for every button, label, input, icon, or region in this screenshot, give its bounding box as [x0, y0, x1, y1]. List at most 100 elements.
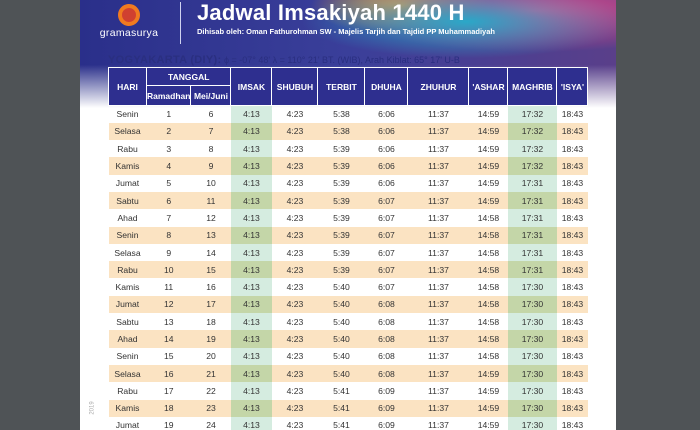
table-cell: Rabu	[108, 261, 147, 279]
table-cell: 18:43	[556, 261, 588, 279]
subtitle: Dihisab oleh: Oman Fathurohman SW - Maje…	[197, 27, 495, 36]
table-cell: Rabu	[117, 143, 138, 154]
table-cell: 5:39	[333, 178, 350, 189]
table-cell: 18	[146, 399, 191, 417]
table-cell: 14:59	[468, 122, 508, 141]
table-cell: 12	[206, 212, 216, 223]
schedule-table: HARI TANGGAL IMSAK SHUBUH TERBIT DHUHA Z…	[108, 67, 589, 430]
table-cell: 4:13	[230, 295, 272, 314]
table-row: Sabtu 6 11 4:13 4:23 5:39 6:07 11:37 14:59 17:31 1…	[108, 191, 588, 210]
table-cell: 18:43	[561, 178, 584, 189]
table-cell: 4:23	[286, 178, 304, 189]
table-cell: 6:06	[378, 109, 395, 120]
table-cell: 11:37	[428, 143, 449, 154]
table-cell: 11:37	[428, 178, 449, 189]
table-cell: 4:23	[286, 282, 304, 293]
table-cell: 17:30	[507, 347, 557, 365]
table-cell: 4:13	[230, 174, 272, 192]
table-cell: 15	[163, 351, 174, 362]
table-cell: 11:37	[428, 109, 449, 120]
table-cell: 10	[146, 261, 191, 279]
table-cell: 5:39	[333, 247, 350, 258]
divider	[180, 2, 181, 44]
table-row: Ahad 14 19 4:13 4:23 5:40 6:08 11:37 14:58 17:30 1…	[108, 330, 588, 348]
table-cell: 4:13	[230, 140, 272, 158]
table-cell: 13	[190, 226, 231, 244]
table-cell: 9	[166, 247, 172, 258]
table-cell: 5:39	[317, 157, 365, 175]
table-cell: 18:43	[561, 316, 584, 327]
table-cell: 4	[146, 157, 191, 175]
table-cell: 4:23	[271, 122, 318, 141]
table-cell: Selasa	[108, 122, 147, 141]
table-cell: 5:39	[317, 261, 365, 279]
table-cell: 5:39	[317, 191, 365, 210]
table-cell: 17:30	[507, 382, 557, 400]
table-cell: 11:37	[428, 385, 449, 396]
table-cell: 3	[166, 143, 172, 154]
col-tanggal: TANGGAL	[145, 67, 232, 86]
table-cell: 22	[206, 385, 216, 396]
table-cell: 4:13	[230, 209, 272, 227]
col-hari: HARI	[108, 67, 147, 106]
table-cell: 6	[146, 191, 191, 210]
table-cell: 11:37	[407, 157, 469, 175]
table-cell: 4:13	[230, 122, 272, 141]
table-cell: 4:13	[230, 399, 272, 417]
table-cell: 6:07	[378, 212, 395, 223]
table-cell: 5:38	[333, 109, 350, 120]
table-cell: 6:07	[364, 261, 408, 279]
table-cell: 6:06	[364, 122, 408, 141]
table-cell: 11:37	[407, 399, 469, 417]
logo-icon	[118, 4, 140, 26]
table-cell: 19	[163, 420, 174, 430]
table-cell: 18:43	[561, 143, 584, 154]
table-cell: 18:43	[556, 122, 588, 141]
table-cell: 17:31	[507, 243, 557, 262]
table-cell: 4:23	[286, 143, 304, 154]
table-cell: 4:23	[286, 247, 304, 258]
table-cell: 12	[146, 295, 191, 314]
table-cell: 6:08	[364, 364, 408, 383]
table-cell: 4:13	[230, 330, 272, 348]
gramasurya-logo: gramasurya	[98, 4, 160, 39]
table-cell: 6:08	[378, 316, 395, 327]
table-cell: 14:59	[477, 385, 500, 396]
table-cell: 4:13	[230, 347, 272, 365]
table-cell: 14:58	[477, 282, 500, 293]
table-cell: 4:13	[230, 157, 272, 175]
table-cell: 14:58	[468, 330, 508, 348]
table-cell: 11:37	[428, 420, 449, 430]
col-ramadhan: Ramadhan	[145, 85, 192, 106]
col-imsak: IMSAK	[230, 67, 273, 106]
table-cell: 11:37	[428, 351, 449, 362]
col-shubuh: SHUBUH	[271, 67, 319, 106]
table-cell: 7	[166, 212, 172, 223]
location-line: YOGYAKARTA (DIY): ϕ = -07° 48' λ = 110° …	[108, 54, 460, 66]
table-cell: 11:37	[407, 191, 469, 210]
table-cell: 18:43	[561, 212, 584, 223]
table-cell: Jumat	[108, 295, 147, 314]
table-cell: 11:37	[407, 226, 469, 244]
table-cell: 4:23	[271, 399, 318, 417]
table-cell: Jumat	[115, 178, 140, 189]
table-cell: 17:31	[507, 174, 557, 192]
table-cell: 18:43	[556, 399, 588, 417]
table-cell: 17:31	[507, 261, 557, 279]
table-cell: 6:08	[364, 295, 408, 314]
table-cell: 18:43	[561, 351, 584, 362]
table-cell: 4:23	[271, 364, 318, 383]
table-cell: 5:40	[317, 364, 365, 383]
table-cell: 4:13	[230, 261, 272, 279]
table-cell: 6:07	[364, 191, 408, 210]
table-cell: Kamis	[108, 399, 147, 417]
table-cell: 10	[206, 178, 216, 189]
table-cell: 6:08	[364, 330, 408, 348]
table-cell: 6:08	[378, 351, 395, 362]
table-cell: 21	[190, 364, 231, 383]
table-cell: 7	[190, 122, 231, 141]
table-cell: 4:23	[286, 351, 304, 362]
table-cell: 5:40	[333, 282, 350, 293]
table-row: Kamis 11 16 4:13 4:23 5:40 6:07 11:37 14:58 17:30…	[109, 278, 588, 296]
table-cell: 17:30	[507, 330, 557, 348]
